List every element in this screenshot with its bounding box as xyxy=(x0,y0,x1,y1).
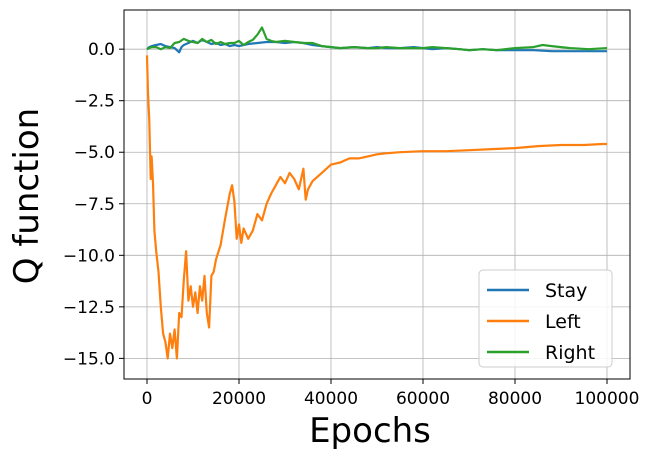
legend-label-right: Right xyxy=(545,342,595,364)
grid xyxy=(124,10,630,379)
series-line-right xyxy=(146,26,608,52)
y-tick-label: 0.0 xyxy=(88,40,115,60)
x-tick-label: 20000 xyxy=(212,389,266,409)
y-tick-label: −2.5 xyxy=(74,92,115,112)
y-tick-label: −15.0 xyxy=(63,349,115,369)
legend-label-left: Left xyxy=(545,311,581,333)
y-tick-label: −12.5 xyxy=(63,298,115,318)
x-tick-label: 100000 xyxy=(575,389,640,409)
y-tick-label: −5.0 xyxy=(74,143,115,163)
plot-lines xyxy=(145,26,608,360)
x-tick-label: 0 xyxy=(142,389,153,409)
x-axis-ticks: 0 20000 40000 60000 80000 100000 xyxy=(142,379,640,409)
legend-label-stay: Stay xyxy=(545,280,587,302)
y-axis-title: Q function xyxy=(7,108,47,284)
x-axis-title: Epochs xyxy=(309,411,431,451)
series-line-left xyxy=(145,55,607,360)
x-tick-label: 80000 xyxy=(488,389,542,409)
legend-box xyxy=(478,269,613,368)
plot-frame xyxy=(123,9,631,380)
y-tick-label: −10.0 xyxy=(63,246,115,266)
y-tick-label: −7.5 xyxy=(74,195,115,215)
x-tick-label: 60000 xyxy=(396,389,450,409)
x-tick-label: 40000 xyxy=(304,389,358,409)
legend: Stay Left Right xyxy=(478,269,613,368)
y-axis-ticks: 0.0 −2.5 −5.0 −7.5 −10.0 −12.5 −15.0 xyxy=(63,40,124,369)
